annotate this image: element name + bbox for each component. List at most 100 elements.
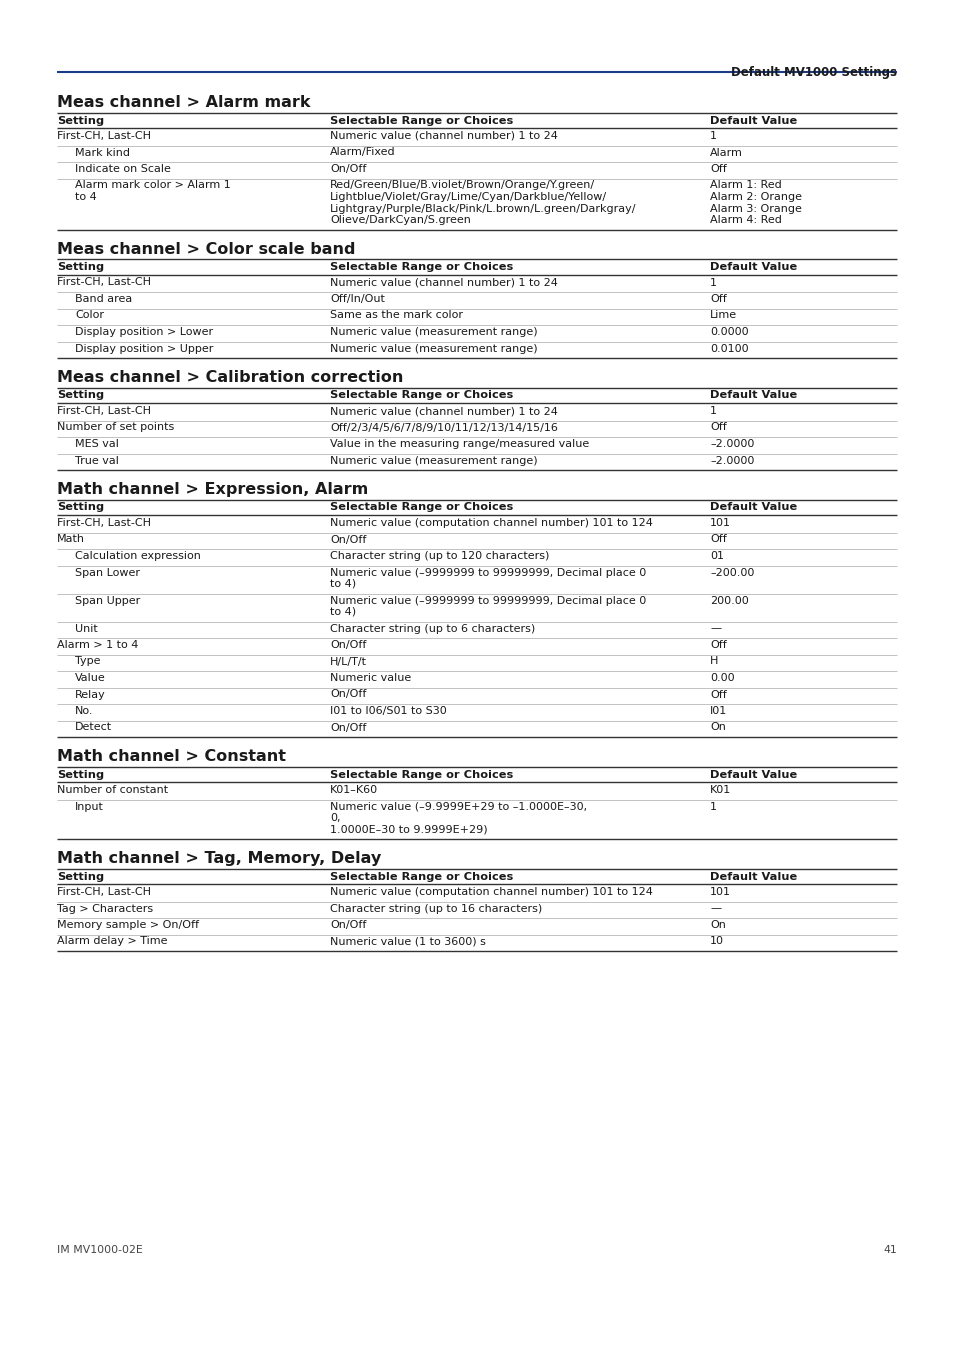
Text: Meas channel > Calibration correction: Meas channel > Calibration correction	[57, 370, 403, 385]
Text: Off/In/Out: Off/In/Out	[330, 294, 384, 304]
Text: 0,: 0,	[330, 813, 340, 823]
Text: Alarm 2: Orange: Alarm 2: Orange	[709, 192, 801, 202]
Text: Relay: Relay	[75, 690, 106, 699]
Text: 101: 101	[709, 518, 730, 528]
Text: Alarm > 1 to 4: Alarm > 1 to 4	[57, 640, 138, 649]
Text: Alarm/Fixed: Alarm/Fixed	[330, 147, 395, 158]
Text: Numeric value (–9999999 to 99999999, Decimal place 0: Numeric value (–9999999 to 99999999, Dec…	[330, 595, 645, 606]
Text: Off: Off	[709, 535, 726, 544]
Text: Number of constant: Number of constant	[57, 784, 168, 795]
Text: Off: Off	[709, 640, 726, 649]
Text: Lightgray/Purple/Black/Pink/L.brown/L.green/Darkgray/: Lightgray/Purple/Black/Pink/L.brown/L.gr…	[330, 204, 636, 213]
Text: K01: K01	[709, 784, 731, 795]
Text: Setting: Setting	[57, 502, 104, 513]
Text: Off/2/3/4/5/6/7/8/9/10/11/12/13/14/15/16: Off/2/3/4/5/6/7/8/9/10/11/12/13/14/15/16	[330, 423, 558, 432]
Text: Character string (up to 16 characters): Character string (up to 16 characters)	[330, 903, 541, 914]
Text: Lightblue/Violet/Gray/Lime/Cyan/Darkblue/Yellow/: Lightblue/Violet/Gray/Lime/Cyan/Darkblue…	[330, 192, 606, 202]
Text: Olieve/DarkCyan/S.green: Olieve/DarkCyan/S.green	[330, 215, 471, 225]
Text: First-CH, Last-CH: First-CH, Last-CH	[57, 887, 151, 896]
Text: 01: 01	[709, 551, 723, 562]
Text: Setting: Setting	[57, 116, 104, 126]
Text: Default MV1000 Settings: Default MV1000 Settings	[730, 66, 896, 80]
Text: Selectable Range or Choices: Selectable Range or Choices	[330, 502, 513, 513]
Text: First-CH, Last-CH: First-CH, Last-CH	[57, 278, 151, 288]
Text: Math: Math	[57, 535, 85, 544]
Text: First-CH, Last-CH: First-CH, Last-CH	[57, 518, 151, 528]
Text: On/Off: On/Off	[330, 535, 366, 544]
Text: Numeric value (measurement range): Numeric value (measurement range)	[330, 327, 537, 338]
Text: Alarm 4: Red: Alarm 4: Red	[709, 215, 781, 225]
Text: No.: No.	[75, 706, 93, 716]
Text: 1: 1	[709, 406, 717, 416]
Text: Default Value: Default Value	[709, 769, 797, 779]
Text: Meas channel > Alarm mark: Meas channel > Alarm mark	[57, 95, 310, 109]
Text: On/Off: On/Off	[330, 722, 366, 733]
Text: Off: Off	[709, 690, 726, 699]
Text: Alarm 3: Orange: Alarm 3: Orange	[709, 204, 801, 213]
Text: Math channel > Tag, Memory, Delay: Math channel > Tag, Memory, Delay	[57, 850, 381, 865]
Text: Off: Off	[709, 294, 726, 304]
Text: Alarm 1: Red: Alarm 1: Red	[709, 181, 781, 190]
Text: On/Off: On/Off	[330, 163, 366, 174]
Text: On: On	[709, 722, 725, 733]
Text: 0.00: 0.00	[709, 674, 734, 683]
Text: Selectable Range or Choices: Selectable Range or Choices	[330, 116, 513, 126]
Text: Selectable Range or Choices: Selectable Range or Choices	[330, 769, 513, 779]
Text: 0.0100: 0.0100	[709, 343, 748, 354]
Text: Band area: Band area	[75, 294, 132, 304]
Text: Input: Input	[75, 802, 104, 811]
Text: Math channel > Expression, Alarm: Math channel > Expression, Alarm	[57, 482, 368, 497]
Text: H/L/T/t: H/L/T/t	[330, 656, 367, 667]
Text: Setting: Setting	[57, 262, 104, 271]
Text: Value: Value	[75, 674, 106, 683]
Text: Span Upper: Span Upper	[75, 595, 140, 606]
Text: Span Lower: Span Lower	[75, 567, 140, 578]
Text: Display position > Upper: Display position > Upper	[75, 343, 213, 354]
Text: Setting: Setting	[57, 872, 104, 882]
Text: Alarm delay > Time: Alarm delay > Time	[57, 937, 168, 946]
Text: On/Off: On/Off	[330, 640, 366, 649]
Text: Numeric value (channel number) 1 to 24: Numeric value (channel number) 1 to 24	[330, 278, 558, 288]
Text: Character string (up to 6 characters): Character string (up to 6 characters)	[330, 624, 535, 633]
Text: Default Value: Default Value	[709, 262, 797, 271]
Text: —: —	[709, 903, 720, 914]
Text: True val: True val	[75, 455, 119, 466]
Text: Default Value: Default Value	[709, 116, 797, 126]
Text: H: H	[709, 656, 718, 667]
Text: Indicate on Scale: Indicate on Scale	[75, 163, 171, 174]
Text: to 4): to 4)	[330, 608, 355, 617]
Text: First-CH, Last-CH: First-CH, Last-CH	[57, 406, 151, 416]
Text: Numeric value (channel number) 1 to 24: Numeric value (channel number) 1 to 24	[330, 131, 558, 140]
Text: Numeric value: Numeric value	[330, 674, 411, 683]
Text: Numeric value (–9.9999E+29 to –1.0000E–30,: Numeric value (–9.9999E+29 to –1.0000E–3…	[330, 802, 586, 811]
Text: 1: 1	[709, 802, 717, 811]
Text: Default Value: Default Value	[709, 872, 797, 882]
Text: Numeric value (computation channel number) 101 to 124: Numeric value (computation channel numbe…	[330, 887, 652, 896]
Text: 101: 101	[709, 887, 730, 896]
Text: Detect: Detect	[75, 722, 112, 733]
Text: K01–K60: K01–K60	[330, 784, 377, 795]
Text: 1: 1	[709, 131, 717, 140]
Text: Red/Green/Blue/B.violet/Brown/Orange/Y.green/: Red/Green/Blue/B.violet/Brown/Orange/Y.g…	[330, 181, 595, 190]
Text: Off: Off	[709, 423, 726, 432]
Text: Selectable Range or Choices: Selectable Range or Choices	[330, 390, 513, 401]
Text: Default Value: Default Value	[709, 390, 797, 401]
Text: 0.0000: 0.0000	[709, 327, 748, 338]
Text: Numeric value (channel number) 1 to 24: Numeric value (channel number) 1 to 24	[330, 406, 558, 416]
Text: Type: Type	[75, 656, 100, 667]
Text: Setting: Setting	[57, 769, 104, 779]
Text: Tag > Characters: Tag > Characters	[57, 903, 153, 914]
Text: First-CH, Last-CH: First-CH, Last-CH	[57, 131, 151, 140]
Text: 10: 10	[709, 937, 723, 946]
Text: to 4: to 4	[75, 192, 96, 202]
Text: Same as the mark color: Same as the mark color	[330, 310, 462, 320]
Text: Math channel > Constant: Math channel > Constant	[57, 749, 286, 764]
Text: On/Off: On/Off	[330, 919, 366, 930]
Text: to 4): to 4)	[330, 579, 355, 589]
Text: Numeric value (measurement range): Numeric value (measurement range)	[330, 343, 537, 354]
Text: On/Off: On/Off	[330, 690, 366, 699]
Text: Meas channel > Color scale band: Meas channel > Color scale band	[57, 242, 355, 256]
Text: Alarm mark color > Alarm 1: Alarm mark color > Alarm 1	[75, 181, 231, 190]
Text: Lime: Lime	[709, 310, 737, 320]
Text: Unit: Unit	[75, 624, 97, 633]
